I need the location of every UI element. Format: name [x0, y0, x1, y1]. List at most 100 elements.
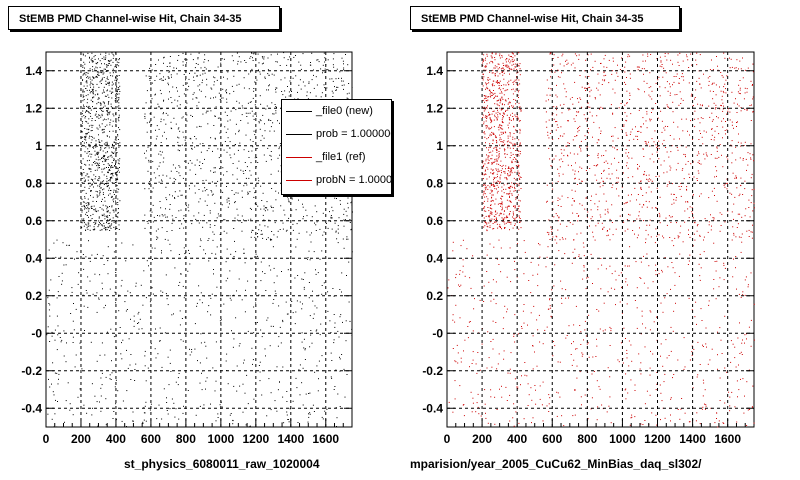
- data-point: [180, 339, 182, 341]
- data-point: [206, 377, 208, 379]
- data-point: [557, 197, 559, 199]
- data-point: [302, 81, 304, 83]
- data-point: [646, 111, 648, 113]
- data-point: [85, 290, 87, 291]
- data-point: [557, 56, 559, 58]
- data-point: [110, 59, 112, 61]
- data-point: [90, 215, 92, 217]
- data-point: [669, 83, 670, 85]
- data-point: [337, 228, 339, 230]
- data-point: [159, 78, 161, 80]
- data-point: [88, 208, 90, 210]
- data-point: [84, 197, 86, 199]
- data-point: [333, 66, 335, 68]
- data-point: [679, 138, 680, 140]
- data-point: [501, 96, 503, 98]
- data-point: [559, 361, 561, 363]
- data-point: [157, 228, 159, 230]
- data-point: [499, 80, 501, 82]
- data-point: [56, 426, 58, 428]
- data-point: [496, 173, 498, 175]
- data-point: [752, 111, 754, 113]
- data-point: [510, 152, 512, 154]
- data-point: [89, 260, 91, 262]
- data-point: [109, 180, 111, 182]
- data-point: [101, 158, 102, 159]
- data-point: [351, 251, 353, 253]
- data-point: [638, 211, 640, 213]
- data-point: [664, 125, 666, 127]
- data-point: [562, 135, 564, 137]
- data-point: [60, 256, 62, 258]
- data-point: [514, 186, 515, 188]
- data-point: [116, 58, 118, 60]
- data-point: [93, 86, 95, 88]
- data-point: [113, 336, 115, 338]
- data-point: [482, 62, 484, 64]
- data-point: [497, 176, 498, 178]
- data-point: [220, 319, 222, 321]
- data-point: [101, 113, 103, 115]
- data-point: [488, 96, 489, 98]
- data-point: [724, 183, 726, 185]
- data-point: [135, 282, 137, 284]
- data-point: [273, 234, 275, 236]
- data-point: [189, 160, 191, 162]
- data-point: [90, 190, 91, 192]
- data-point: [500, 85, 502, 86]
- data-point: [574, 81, 576, 83]
- data-point: [303, 216, 304, 218]
- data-point: [314, 222, 315, 224]
- data-point: [146, 131, 148, 133]
- data-point: [101, 63, 102, 65]
- data-point: [497, 104, 499, 106]
- data-point: [252, 57, 253, 59]
- data-point: [742, 159, 744, 161]
- data-point: [151, 287, 153, 289]
- data-point: [711, 225, 712, 227]
- data-point: [118, 97, 120, 99]
- data-point: [199, 143, 201, 145]
- data-point: [501, 133, 503, 135]
- data-point: [503, 112, 505, 114]
- data-point: [244, 392, 246, 394]
- data-point: [308, 413, 309, 415]
- data-point: [646, 178, 648, 180]
- data-point: [506, 311, 508, 313]
- data-point: [752, 96, 754, 98]
- data-point: [673, 76, 675, 77]
- data-point: [721, 353, 723, 354]
- data-point: [87, 75, 89, 77]
- data-point: [106, 186, 108, 188]
- plot-frame: [446, 51, 755, 428]
- data-point: [510, 201, 512, 203]
- data-point: [162, 291, 164, 293]
- data-point: [92, 180, 93, 182]
- data-point: [496, 160, 498, 161]
- data-point: [661, 66, 663, 68]
- data-point: [545, 100, 547, 102]
- data-point: [90, 168, 92, 170]
- data-point: [497, 100, 499, 102]
- data-point: [257, 233, 258, 234]
- data-point: [215, 253, 217, 255]
- data-point: [117, 167, 119, 169]
- data-point: [718, 420, 720, 422]
- data-point: [89, 84, 91, 86]
- data-point: [678, 236, 680, 238]
- data-point: [176, 87, 177, 89]
- data-point: [712, 69, 714, 71]
- data-point: [588, 356, 590, 358]
- data-point: [97, 73, 99, 75]
- data-point: [588, 314, 590, 316]
- data-point: [106, 222, 107, 224]
- data-point: [484, 222, 486, 224]
- data-point: [153, 216, 155, 218]
- data-point: [111, 182, 113, 184]
- data-point: [195, 138, 197, 140]
- data-point: [646, 127, 648, 129]
- data-point: [508, 193, 509, 195]
- data-point: [590, 69, 591, 71]
- data-point: [722, 137, 723, 139]
- data-point: [541, 404, 543, 406]
